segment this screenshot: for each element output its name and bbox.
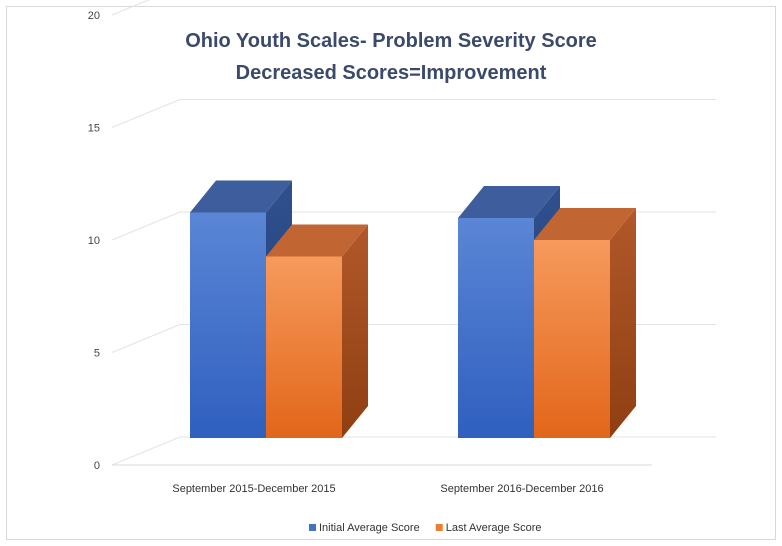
y-tick-label: 10 <box>88 235 100 247</box>
y-tick-label: 20 <box>88 10 100 22</box>
chart-subtitle: Decreased Scores=Improvement <box>235 62 547 84</box>
x-category-label: September 2015-December 2015 <box>172 483 335 495</box>
y-tick-label: 5 <box>94 348 100 360</box>
legend-label: Initial Average Score <box>319 522 420 534</box>
legend-swatch <box>435 524 443 531</box>
chart-frame <box>6 6 776 540</box>
x-category-label: September 2016-December 2016 <box>440 483 603 495</box>
legend: Initial Average Score Last Average Score <box>309 522 542 534</box>
y-tick-label: 0 <box>94 460 100 472</box>
y-axis-ticks: 0510152025 <box>88 10 100 472</box>
chart-title: Ohio Youth Scales- Problem Severity Scor… <box>185 30 597 52</box>
bar-last-1 <box>266 224 368 438</box>
gridline-side <box>111 211 181 241</box>
gridline-side <box>111 0 150 16</box>
bars <box>190 180 636 438</box>
legend-swatch <box>309 524 316 531</box>
y-tick-label: 15 <box>88 123 100 135</box>
x-axis-categories: September 2015-December 2015 September 20… <box>172 483 603 495</box>
gridline-side <box>111 324 181 353</box>
legend-label: Last Average Score <box>446 522 542 534</box>
bar-last-2 <box>534 208 636 438</box>
gridline-side <box>111 436 181 466</box>
gridline-side <box>111 99 181 128</box>
